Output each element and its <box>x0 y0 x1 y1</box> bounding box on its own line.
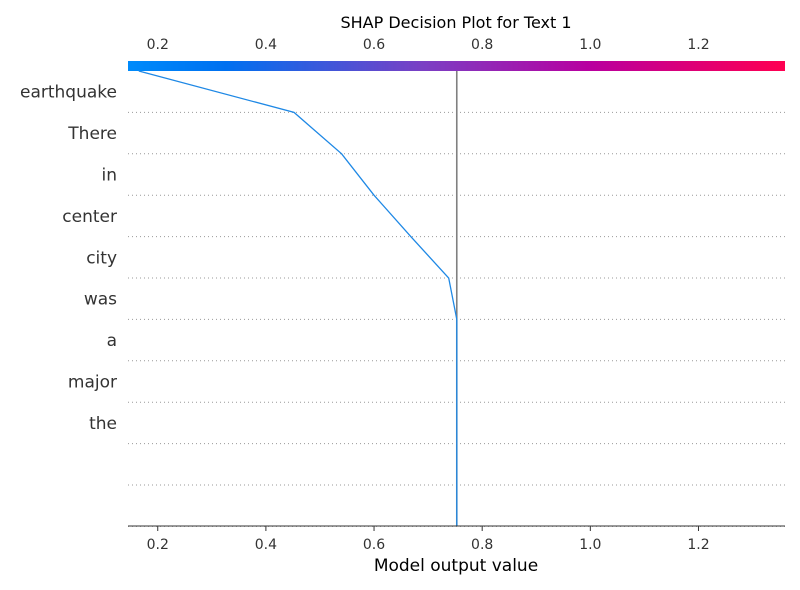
top-tick-label: 0.4 <box>255 37 277 53</box>
chart-title: SHAP Decision Plot for Text 1 <box>340 13 571 32</box>
top-tick-label: 0.2 <box>147 37 169 53</box>
feature-label: in <box>102 166 118 186</box>
feature-label: the <box>89 414 117 434</box>
feature-label: There <box>67 124 117 144</box>
feature-label: city <box>86 248 117 268</box>
x-axis-label: Model output value <box>374 556 538 576</box>
top-tick-label: 1.2 <box>687 37 709 53</box>
feature-label: a <box>107 331 117 351</box>
top-tick-label: 0.8 <box>471 37 493 53</box>
top-tick-labels: 0.2 0.4 0.6 0.8 1.0 1.2 <box>147 37 710 53</box>
bottom-tick-labels: 0.2 0.4 0.6 0.8 1.0 1.2 <box>147 526 710 553</box>
top-tick-label: 1.0 <box>579 37 601 53</box>
bottom-tick-label: 1.0 <box>579 537 601 553</box>
bottom-tick-label: 0.2 <box>147 537 169 553</box>
feature-label: was <box>84 290 117 310</box>
bottom-tick-label: 0.4 <box>255 537 277 553</box>
bottom-tick-label: 0.6 <box>363 537 385 553</box>
bottom-tick-label: 0.8 <box>471 537 493 553</box>
feature-label: earthquake <box>20 83 117 103</box>
feature-label: center <box>62 207 117 227</box>
feature-label: major <box>68 373 117 393</box>
feature-labels: earthquake There in center city was a major the <box>20 83 117 434</box>
top-tick-label: 0.6 <box>363 37 385 53</box>
bottom-tick-label: 1.2 <box>687 537 709 553</box>
colorbar <box>128 61 785 71</box>
decision-line <box>138 70 458 527</box>
